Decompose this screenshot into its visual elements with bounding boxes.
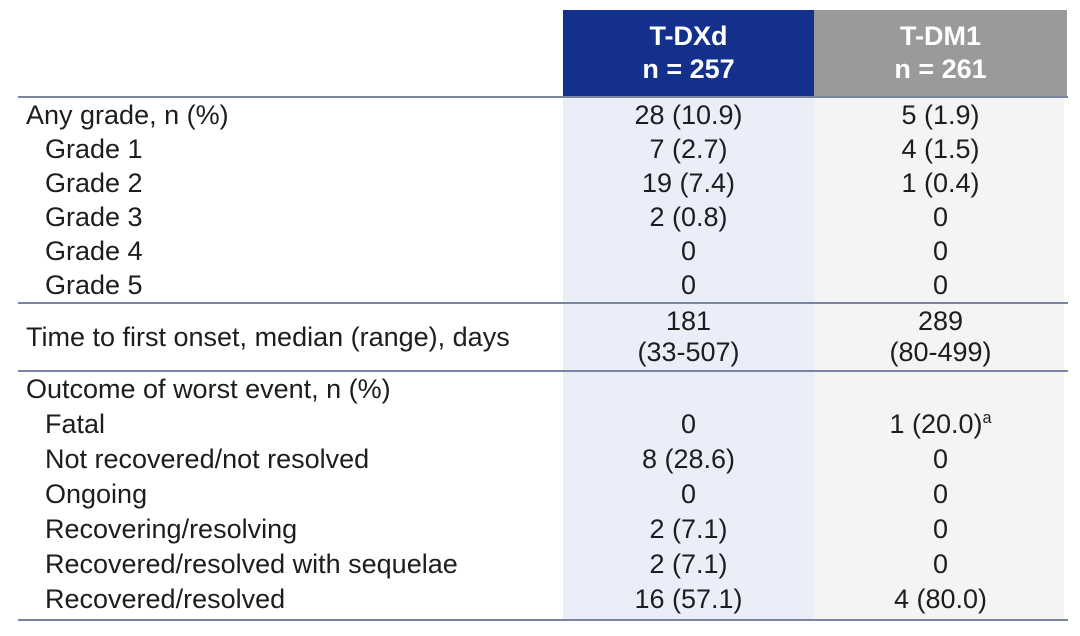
row-label: Grade 1 [45, 134, 143, 164]
section-outcome: Outcome of worst event, n (%) Fatal 0 1 … [18, 370, 1068, 618]
cell-tdm1: 0 [932, 514, 949, 544]
cell-line-2: (80-499) [889, 337, 992, 367]
cell-tdxd: 2 (0.8) [649, 202, 728, 232]
table-row: Grade 3 2 (0.8) 0 [18, 200, 1068, 234]
row-label: Fatal [45, 409, 106, 439]
table-row: Not recovered/not resolved 8 (28.6) 0 [18, 442, 1068, 477]
header-spacer [18, 10, 563, 96]
cell-tdxd: 0 [680, 409, 697, 439]
tdxd-column-background [563, 96, 814, 619]
row-label: Any grade, n (%) [26, 100, 229, 130]
cell-value: 1 (20.0) [889, 409, 983, 439]
cell-tdm1: 289 (80-499) [814, 306, 1067, 368]
table-row: Time to first onset, median (range), day… [18, 304, 1068, 370]
table-row: Grade 5 0 0 [18, 268, 1068, 302]
row-label: Grade 4 [45, 236, 143, 266]
cell-tdxd: 19 (7.4) [641, 168, 736, 198]
cell-tdm1: 0 [932, 444, 949, 474]
tdm1-column-n: n = 261 [894, 54, 987, 84]
cell-tdxd: 2 (7.1) [649, 549, 728, 579]
column-header-tdm1: T-DM1 n = 261 [814, 10, 1067, 96]
row-label: Ongoing [45, 479, 148, 509]
cell-tdxd: 181 (33-507) [563, 306, 814, 368]
cell-tdm1: 0 [932, 202, 949, 232]
table-row: Any grade, n (%) 28 (10.9) 5 (1.9) [18, 98, 1068, 132]
footnote-marker-a: a [982, 409, 992, 427]
tdm1-column-name: T-DM1 [900, 21, 981, 51]
row-label: Grade 3 [45, 202, 143, 232]
table-row: Outcome of worst event, n (%) [18, 372, 1068, 407]
cell-tdm1: 1 (0.4) [901, 168, 980, 198]
cell-tdxd [563, 372, 814, 407]
row-label: Recovered/resolved with sequelae [45, 549, 458, 579]
tdxd-column-n: n = 257 [642, 54, 735, 84]
cell-tdxd: 0 [680, 479, 697, 509]
cell-tdm1: 1 (20.0)a [814, 407, 1067, 442]
table-row: Recovered/resolved 16 (57.1) 4 (80.0) [18, 582, 1068, 617]
cell-tdm1: 0 [932, 236, 949, 266]
cell-line-1: 289 [917, 306, 964, 336]
cell-tdm1 [814, 372, 1067, 407]
cell-tdm1: 0 [932, 270, 949, 300]
table-row: Recovering/resolving 2 (7.1) 0 [18, 512, 1068, 547]
section-time-to-onset: Time to first onset, median (range), day… [18, 302, 1068, 370]
cell-tdxd: 0 [680, 270, 697, 300]
row-label: Time to first onset, median (range), day… [26, 321, 510, 352]
section-any-grade: Any grade, n (%) 28 (10.9) 5 (1.9) Grade… [18, 96, 1068, 302]
row-label: Outcome of worst event, n (%) [26, 374, 391, 404]
cell-tdxd: 0 [680, 236, 697, 266]
row-label: Recovered/resolved [45, 584, 286, 614]
table-row: Grade 4 0 0 [18, 234, 1068, 268]
cell-tdm1: 5 (1.9) [901, 100, 980, 130]
cell-tdxd: 2 (7.1) [649, 514, 728, 544]
cell-tdxd: 16 (57.1) [634, 584, 743, 614]
cell-tdm1: 4 (80.0) [893, 584, 988, 614]
table-row: Grade 1 7 (2.7) 4 (1.5) [18, 132, 1068, 166]
cell-tdm1: 0 [932, 479, 949, 509]
cell-tdm1: 0 [932, 549, 949, 579]
tdxd-column-name: T-DXd [649, 21, 728, 51]
row-label: Grade 5 [45, 270, 143, 300]
cell-tdxd: 8 (28.6) [641, 444, 736, 474]
table-row: Recovered/resolved with sequelae 2 (7.1)… [18, 547, 1068, 582]
tdm1-column-background [814, 96, 1064, 619]
row-label: Grade 2 [45, 168, 143, 198]
cell-line-1: 181 [665, 306, 712, 336]
column-header-tdxd: T-DXd n = 257 [563, 10, 814, 96]
table-row: Grade 2 19 (7.4) 1 (0.4) [18, 166, 1068, 200]
cell-line-2: (33-507) [637, 337, 740, 367]
row-label: Recovering/resolving [45, 514, 298, 544]
adverse-event-table: T-DXd n = 257 T-DM1 n = 261 Any grade, n… [18, 10, 1068, 621]
row-label: Not recovered/not resolved [45, 444, 370, 474]
table-row: Ongoing 0 0 [18, 477, 1068, 512]
cell-tdxd: 7 (2.7) [649, 134, 728, 164]
table-row: Fatal 0 1 (20.0)a [18, 407, 1068, 442]
cell-tdxd: 28 (10.9) [634, 100, 743, 130]
cell-tdm1: 4 (1.5) [901, 134, 980, 164]
table-header-row: T-DXd n = 257 T-DM1 n = 261 [18, 10, 1068, 96]
